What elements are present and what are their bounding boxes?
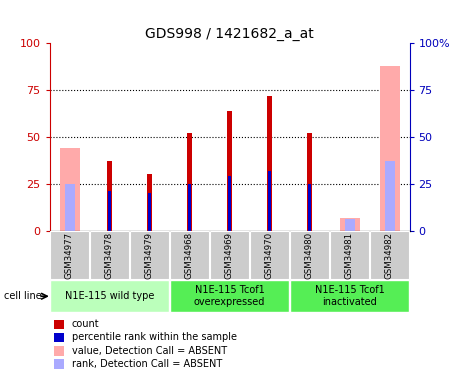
Text: rank, Detection Call = ABSENT: rank, Detection Call = ABSENT: [72, 359, 222, 369]
Bar: [64, 184, 75, 231]
Bar: [268, 171, 271, 231]
Text: GSM34982: GSM34982: [385, 232, 394, 279]
Bar: [147, 174, 152, 231]
Text: count: count: [72, 320, 99, 329]
Text: N1E-115 Tcof1
overexpressed: N1E-115 Tcof1 overexpressed: [194, 285, 265, 307]
Bar: [59, 148, 80, 231]
FancyBboxPatch shape: [330, 231, 369, 279]
Text: N1E-115 wild type: N1E-115 wild type: [65, 291, 154, 301]
Text: GSM34979: GSM34979: [145, 232, 154, 279]
Bar: [54, 333, 64, 342]
Text: GSM34981: GSM34981: [345, 232, 354, 279]
Bar: [107, 161, 112, 231]
Bar: [308, 184, 311, 231]
Bar: [228, 176, 231, 231]
FancyBboxPatch shape: [170, 231, 209, 279]
Text: GSM34980: GSM34980: [305, 232, 314, 279]
FancyBboxPatch shape: [170, 280, 289, 312]
FancyBboxPatch shape: [250, 231, 289, 279]
FancyBboxPatch shape: [50, 231, 89, 279]
Bar: [345, 219, 355, 231]
Text: percentile rank within the sample: percentile rank within the sample: [72, 333, 237, 342]
FancyBboxPatch shape: [90, 231, 129, 279]
Bar: [187, 133, 192, 231]
Bar: [384, 161, 395, 231]
Bar: [188, 184, 191, 231]
Text: value, Detection Call = ABSENT: value, Detection Call = ABSENT: [72, 346, 227, 355]
Bar: [148, 193, 151, 231]
Bar: [339, 217, 360, 231]
Text: GSM34977: GSM34977: [65, 232, 74, 279]
FancyBboxPatch shape: [370, 231, 409, 279]
Bar: [108, 191, 111, 231]
Bar: [227, 111, 232, 231]
FancyBboxPatch shape: [290, 231, 329, 279]
Text: GSM34968: GSM34968: [185, 232, 194, 279]
FancyBboxPatch shape: [210, 231, 249, 279]
Text: N1E-115 Tcof1
inactivated: N1E-115 Tcof1 inactivated: [315, 285, 384, 307]
Bar: [379, 66, 400, 231]
Bar: [267, 96, 272, 231]
Text: GSM34970: GSM34970: [265, 232, 274, 279]
Bar: [54, 359, 64, 369]
Bar: [54, 346, 64, 355]
Bar: [54, 320, 64, 329]
Text: GSM34969: GSM34969: [225, 232, 234, 279]
Title: GDS998 / 1421682_a_at: GDS998 / 1421682_a_at: [145, 27, 314, 41]
FancyBboxPatch shape: [50, 280, 169, 312]
Text: GSM34978: GSM34978: [105, 232, 114, 279]
Text: cell line: cell line: [4, 291, 42, 301]
FancyBboxPatch shape: [290, 280, 409, 312]
Bar: [307, 133, 312, 231]
FancyBboxPatch shape: [130, 231, 169, 279]
